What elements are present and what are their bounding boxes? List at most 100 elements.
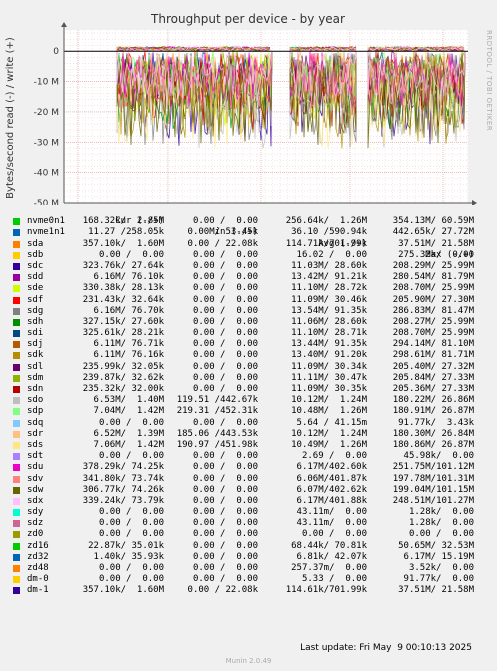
legend-max: 208.29M/ 25.99M <box>392 260 474 271</box>
legend-name: sdb <box>27 249 44 260</box>
legend-rows: nvme0n1 168.32k/ 2.85M 0.00 / 0.00 256.64k/… <box>10 216 490 596</box>
legend-cur: 325.61k/ 28.21k <box>82 328 164 339</box>
legend-swatch <box>13 274 20 282</box>
legend-row-sdg: sdg 6.16M/ 76.70k 0.00 / 0.00 13.54M/ 91.35… <box>10 306 490 317</box>
legend-name: sdk <box>27 350 44 361</box>
legend-avg: 11.09M/ 30.46k <box>291 294 367 305</box>
legend-cur: 6.11M/ 76.71k <box>93 339 164 350</box>
legend-max: 6.17M/ 15.19M <box>403 551 474 562</box>
legend-row-sda: sda 357.10k/ 1.60M 0.00 / 22.08k 114.71k/70… <box>10 239 490 250</box>
legend-row-sdd: sdd 6.16M/ 76.10k 0.00 / 0.00 13.42M/ 91.21… <box>10 272 490 283</box>
legend-swatch <box>13 363 20 371</box>
legend-name: sds <box>27 439 44 450</box>
legend-cur: 6.16M/ 76.70k <box>93 305 164 316</box>
legend-name: zd48 <box>27 563 49 573</box>
legend-min: 0.00 / 22.08k <box>187 585 258 596</box>
legend-min: 0.00 / 0.00 <box>192 417 258 428</box>
legend-avg: 68.44k/ 70.81k <box>291 540 367 551</box>
legend-name: zd32 <box>27 551 49 562</box>
series-line-sdx <box>116 51 466 109</box>
legend-swatch <box>13 509 20 517</box>
legend-avg: 10.49M/ 1.26M <box>291 439 367 450</box>
legend-row-sdw: sdw 306.77k/ 74.26k 0.00 / 0.00 6.07M/402.6… <box>10 485 490 496</box>
legend-min: 0.00 / 0.00 <box>192 294 258 305</box>
legend-cur: 0.00 / 0.00 <box>98 249 164 260</box>
legend-swatch <box>13 553 20 561</box>
rrdtool-credit: RRDTOOL / TOBI OETIKER <box>485 30 493 131</box>
legend-max: 180.22M/ 26.86M <box>392 395 474 406</box>
legend-max: 180.30M/ 26.84M <box>392 428 474 439</box>
legend-cur: 330.38k/ 28.13k <box>82 283 164 294</box>
legend-header: Cur (-/+) Min (-/+) Avg (-/+) Max (-/+) <box>10 205 490 260</box>
legend-avg: 257.37m/ 0.00 <box>291 563 367 573</box>
legend-max: 50.65M/ 32.53M <box>398 540 474 551</box>
legend-row-sdy: sdy 0.00 / 0.00 0.00 / 0.00 43.11m/ 0.00 1.2… <box>10 507 490 518</box>
legend-row-sdl: sdl 235.99k/ 32.05k 0.00 / 0.00 11.09M/ 30.… <box>10 362 490 373</box>
legend-name: sdx <box>27 495 44 506</box>
legend-avg: 11.09M/ 30.34k <box>291 361 367 372</box>
legend-avg: 13.42M/ 91.21k <box>291 272 367 283</box>
legend-name: sdv <box>27 473 44 484</box>
legend-row-nvme1n1: nvme1n1 11.27 /258.05k 0.00 / 53.45k 36.10 … <box>10 227 490 238</box>
legend-swatch <box>13 285 20 293</box>
legend-row-sdv: sdv 341.80k/ 73.74k 0.00 / 0.00 6.06M/401.8… <box>10 474 490 485</box>
legend-swatch <box>13 296 20 304</box>
legend-cur: 357.10k/ 1.60M <box>82 238 164 249</box>
y-tick-label: -30 M <box>34 138 59 148</box>
legend-cur: 323.76k/ 27.64k <box>82 260 164 271</box>
legend-name: sdl <box>27 361 44 372</box>
legend-cur: 231.43k/ 32.64k <box>82 294 164 305</box>
axis-ticks: 0-10 M-20 M-30 M-40 M-50 MApril 2024July… <box>34 47 60 205</box>
legend-swatch <box>13 441 20 449</box>
legend-cur: 306.77k/ 74.26k <box>82 484 164 495</box>
legend-max: 197.78M/101.31M <box>392 473 474 484</box>
legend-swatch <box>13 262 20 270</box>
legend-swatch <box>13 565 20 572</box>
legend-name: sdo <box>27 395 44 406</box>
legend-swatch <box>13 520 20 528</box>
legend-avg: 11.03M/ 28.60k <box>291 260 367 271</box>
legend-max: 1.28k/ 0.00 <box>408 518 474 529</box>
legend-avg: 6.17M/401.88k <box>296 495 367 506</box>
legend-row-dm-0: dm-0 0.00 / 0.00 0.00 / 0.00 5.33 / 0.00 91.… <box>10 574 490 585</box>
legend-row-sdj: sdj 6.11M/ 76.71k 0.00 / 0.00 13.44M/ 91.35… <box>10 339 490 350</box>
y-tick-label: -40 M <box>34 169 59 179</box>
legend-avg: 11.11M/ 30.47k <box>291 372 367 383</box>
legend-min: 0.00 / 0.00 <box>192 272 258 283</box>
legend-max: 1.28k/ 0.00 <box>408 507 474 518</box>
legend-row-sdm: sdm 239.87k/ 32.62k 0.00 / 0.00 11.11M/ 30.… <box>10 373 490 384</box>
legend-avg: 2.69 / 0.00 <box>301 451 367 462</box>
legend-avg: 10.48M/ 1.26M <box>291 406 367 417</box>
legend-avg: 16.02 / 0.00 <box>296 249 367 260</box>
legend-avg: 0.00 / 0.00 <box>301 529 367 540</box>
legend-name: sdc <box>27 260 44 271</box>
legend-swatch <box>13 229 20 237</box>
legend-row-zd0: zd0 0.00 / 0.00 0.00 / 0.00 0.00 / 0.00 0.00… <box>10 529 490 540</box>
legend-cur: 357.10k/ 1.60M <box>82 585 164 596</box>
legend-name: sdz <box>27 518 44 529</box>
col-cur: Cur (-/+) <box>115 216 164 227</box>
legend-max: 205.90M/ 27.30M <box>392 294 474 305</box>
legend-cur: 235.99k/ 32.05k <box>82 361 164 372</box>
legend-row-sdu: sdu 378.29k/ 74.25k 0.00 / 0.00 6.17M/402.6… <box>10 462 490 473</box>
legend-row-sdf: sdf 231.43k/ 32.64k 0.00 / 0.00 11.09M/ 30.… <box>10 295 490 306</box>
legend-swatch <box>13 587 20 595</box>
y-tick-label: -50 M <box>34 199 59 205</box>
legend-max: 37.51M/ 21.58M <box>398 585 474 596</box>
col-avg: Avg (-/+) <box>318 238 367 249</box>
legend-min: 0.00 / 0.00 <box>192 563 258 573</box>
legend-row-sdh: sdh 327.15k/ 27.60k 0.00 / 0.00 11.06M/ 28.… <box>10 317 490 328</box>
legend-cur: 7.06M/ 1.42M <box>93 439 164 450</box>
legend-max: 37.51M/ 21.58M <box>398 238 474 249</box>
legend-swatch <box>13 307 20 315</box>
legend-name: sda <box>27 238 44 249</box>
legend-max: 180.91M/ 26.87M <box>392 406 474 417</box>
legend-name: sdd <box>27 272 44 283</box>
legend-swatch <box>13 419 20 427</box>
legend-avg: 11.06M/ 28.60k <box>291 316 367 327</box>
legend-cur: 168.32k/ 2.85M <box>82 216 164 227</box>
legend-min: 185.06 /443.53k <box>176 428 258 439</box>
y-tick-label: -10 M <box>34 78 59 88</box>
legend-cur: 0.00 / 0.00 <box>98 451 164 462</box>
legend-name: sdu <box>27 462 44 473</box>
